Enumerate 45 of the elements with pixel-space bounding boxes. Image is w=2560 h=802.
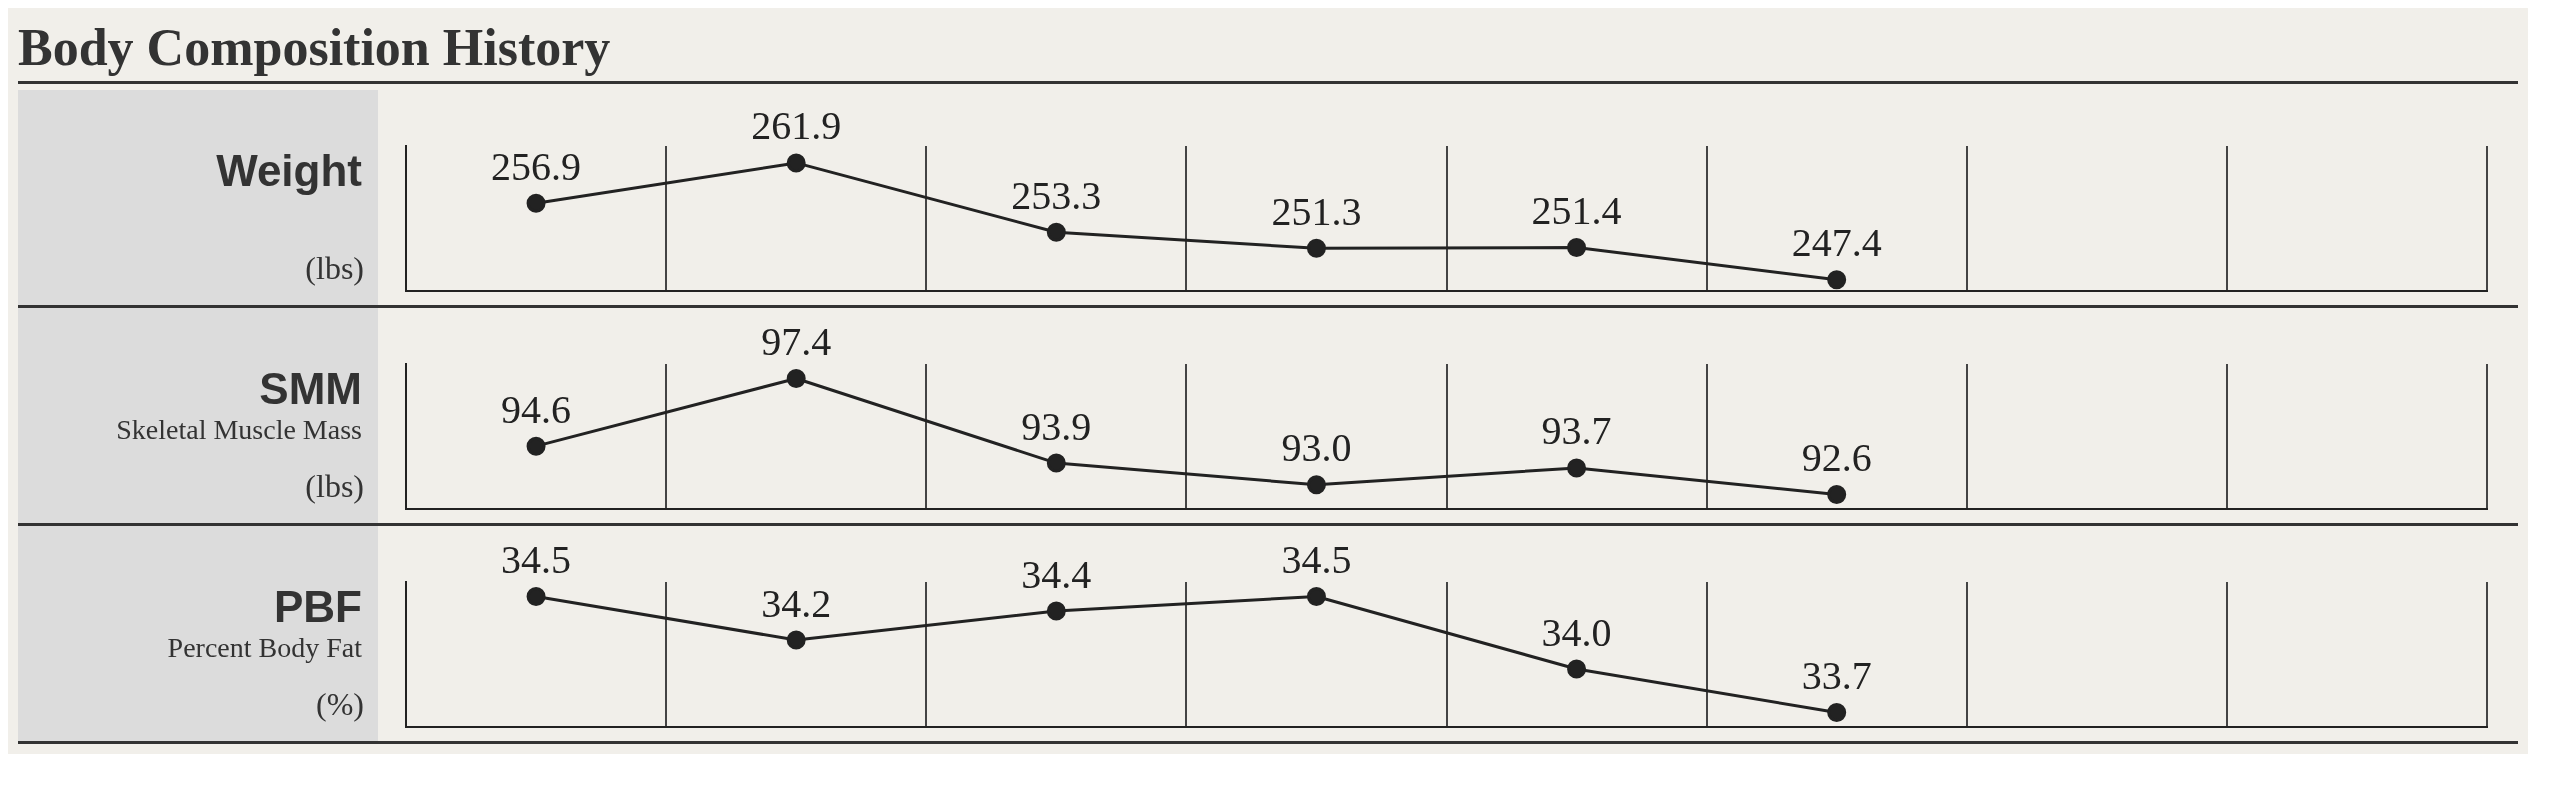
data-label: 93.0 xyxy=(1281,425,1352,471)
data-label: 92.6 xyxy=(1801,435,1872,480)
data-label: 34.2 xyxy=(761,580,832,626)
data-label: 94.6 xyxy=(501,386,572,432)
point xyxy=(1046,222,1066,242)
data-label: 261.9 xyxy=(751,103,842,149)
data-label: 34.4 xyxy=(1021,551,1092,597)
point xyxy=(1567,659,1587,679)
text: Skeletal Muscle Mass xyxy=(115,414,362,446)
point xyxy=(1567,238,1587,257)
chart-title: Weight xyxy=(215,146,362,196)
point xyxy=(786,369,806,388)
data-label: 251.4 xyxy=(1531,188,1622,233)
point xyxy=(786,153,806,173)
data-label: 34.5 xyxy=(501,537,572,582)
data-label: 97.4 xyxy=(761,319,832,364)
text: Body Composition History xyxy=(18,18,2518,84)
data-label: 93.9 xyxy=(1021,403,1092,449)
data-label: 34.0 xyxy=(1541,609,1612,655)
point xyxy=(1306,587,1326,606)
point xyxy=(1306,475,1326,495)
point xyxy=(1827,703,1847,722)
point xyxy=(1827,270,1847,290)
point xyxy=(526,587,546,606)
chart-title: SMM xyxy=(258,364,362,414)
data-label: 251.3 xyxy=(1271,188,1362,234)
data-label: 93.7 xyxy=(1541,408,1612,454)
data-label: 253.3 xyxy=(1011,172,1102,218)
data-label: 247.4 xyxy=(1791,220,1882,266)
data-label: 34.5 xyxy=(1281,537,1352,582)
data-label: 256.9 xyxy=(491,143,582,189)
point xyxy=(1046,601,1066,621)
chart-title: PBF xyxy=(273,582,362,632)
point xyxy=(1567,458,1587,478)
y-axis-title: (%) xyxy=(316,686,364,723)
point xyxy=(1046,453,1066,473)
text: Percent Body Fat xyxy=(166,632,362,664)
data-label: 33.7 xyxy=(1801,653,1872,698)
y-axis-title: (lbs) xyxy=(305,250,364,287)
point xyxy=(786,630,806,650)
point xyxy=(526,193,546,213)
y-axis-title: (lbs) xyxy=(305,468,364,505)
point xyxy=(1306,238,1326,258)
point xyxy=(526,436,546,456)
point xyxy=(1827,485,1847,504)
